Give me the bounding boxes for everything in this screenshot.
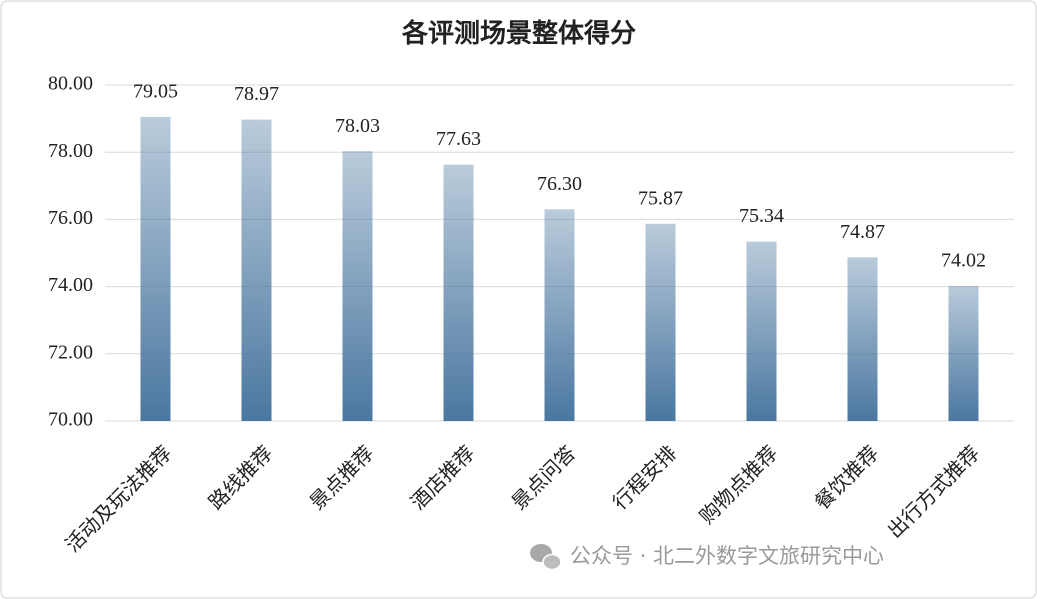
value-label: 74.02 [941, 250, 986, 272]
y-tick-label: 80.00 [48, 73, 93, 95]
y-tick-label: 78.00 [48, 140, 93, 162]
bar [241, 119, 272, 421]
y-tick-label: 76.00 [48, 207, 93, 229]
value-label: 78.97 [234, 83, 279, 105]
value-label: 76.30 [537, 173, 582, 195]
bar [544, 209, 575, 421]
y-tick-label: 70.00 [48, 409, 93, 431]
value-label: 75.34 [739, 205, 784, 227]
bar [948, 285, 979, 421]
value-label: 75.87 [638, 187, 683, 209]
bar [847, 257, 878, 421]
y-tick-label: 72.00 [48, 341, 93, 363]
value-label: 79.05 [133, 81, 178, 103]
value-label: 78.03 [335, 115, 380, 137]
bar [140, 116, 171, 422]
bar [342, 151, 373, 421]
bar [645, 223, 676, 421]
watermark-icon [530, 544, 562, 571]
watermark: 公众号 · 北二外数字文旅研究中心 [570, 544, 884, 568]
chart-title: 各评测场景整体得分 [401, 18, 636, 48]
bar [443, 164, 474, 421]
y-tick-label: 74.00 [48, 274, 93, 296]
value-label: 74.87 [840, 221, 885, 243]
bar [746, 241, 777, 421]
value-label: 77.63 [436, 128, 481, 150]
